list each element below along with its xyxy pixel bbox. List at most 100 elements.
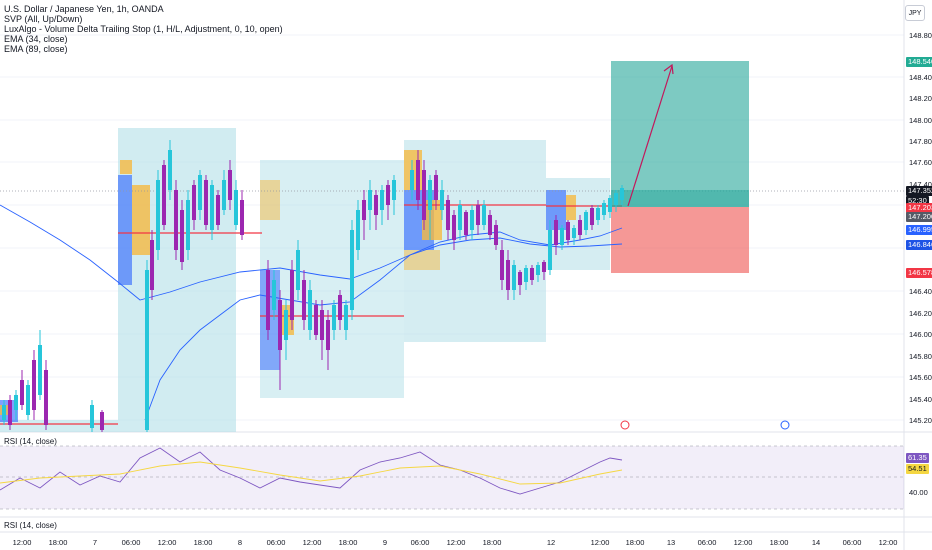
price-axis-label: 147.800 — [909, 137, 932, 146]
rsi-legend[interactable]: RSI (14, close) — [4, 437, 57, 446]
candle-body — [374, 195, 378, 215]
target-arrow — [627, 65, 673, 207]
candle-body — [308, 290, 312, 330]
price-axis-label: 147.400 — [909, 180, 932, 189]
candle-body — [620, 188, 624, 200]
currency-button[interactable]: JPY — [905, 5, 925, 21]
price-tag: 146.846 — [906, 240, 932, 250]
candle-body — [150, 240, 154, 290]
price-tag: 147.352 — [906, 186, 932, 196]
candle-body — [536, 265, 540, 275]
candle-body — [446, 200, 450, 230]
candle-body — [452, 215, 456, 240]
candle-body — [228, 170, 232, 200]
time-axis-label: 9 — [382, 538, 388, 547]
indicator-ema89[interactable]: EMA (89, close) — [4, 44, 68, 54]
candle-body — [168, 150, 172, 190]
time-axis-label: 06:00 — [697, 538, 717, 547]
candle-body — [458, 205, 462, 230]
candle-body — [302, 280, 306, 320]
time-axis-label: 7 — [92, 538, 98, 547]
price-axis-label: 147.600 — [909, 158, 932, 167]
price-tag: 147.200 — [906, 212, 932, 222]
candle-body — [392, 180, 396, 200]
candle-body — [542, 262, 546, 272]
candle-body — [608, 198, 612, 212]
rsi-ma-value-tag: 54.51 — [906, 464, 929, 474]
indicator-svp[interactable]: SVP (All, Up/Down) — [4, 14, 83, 24]
candle-body — [578, 220, 582, 235]
candle-body — [38, 345, 42, 395]
rsi-legend-2[interactable]: RSI (14, close) — [4, 521, 57, 530]
indicator-ema34[interactable]: EMA (34, close) — [4, 34, 68, 44]
time-axis-label: 12 — [546, 538, 556, 547]
candle-body — [338, 295, 342, 320]
candle-body — [145, 270, 149, 430]
candle-body — [234, 190, 238, 225]
price-axis-label: 146.200 — [909, 309, 932, 318]
time-axis-label: 12:00 — [733, 538, 753, 547]
symbol-title[interactable]: U.S. Dollar / Japanese Yen, 1h, OANDA — [4, 4, 164, 14]
candle-body — [590, 208, 594, 225]
candle-body — [512, 265, 516, 290]
candle-body — [100, 412, 104, 430]
time-axis-label: 12:00 — [302, 538, 322, 547]
time-axis-label: 12:00 — [157, 538, 177, 547]
candle-body — [156, 180, 160, 250]
candle-body — [500, 250, 504, 280]
price-axis-label: 148.200 — [909, 94, 932, 103]
price-tag: 146.995 — [906, 225, 932, 235]
event-icon-1 — [620, 420, 630, 430]
time-axis-label: 8 — [237, 538, 243, 547]
price-axis-label: 145.200 — [909, 416, 932, 425]
candle-body — [90, 405, 94, 428]
profit-zone — [611, 61, 749, 207]
candle-body — [204, 180, 208, 225]
svp-area-1 — [118, 128, 236, 432]
candle-body — [26, 385, 30, 415]
candle-body — [350, 230, 354, 310]
candle-body — [572, 228, 576, 238]
candle-body — [186, 200, 190, 250]
rsi-line — [0, 447, 623, 495]
candle-body — [554, 220, 558, 245]
candles — [2, 140, 624, 432]
candle-body — [266, 270, 270, 330]
time-axis-label: 18:00 — [338, 538, 358, 547]
price-tag: 146.578 — [906, 268, 932, 278]
chart-legend: U.S. Dollar / Japanese Yen, 1h, OANDA SV… — [4, 4, 283, 54]
candle-body — [344, 305, 348, 330]
price-tag: 148.540 — [906, 57, 932, 67]
time-axis-label: 06:00 — [410, 538, 430, 547]
ema-34-line — [144, 227, 623, 421]
candle-body — [584, 212, 588, 230]
time-axis-label: 18:00 — [193, 538, 213, 547]
time-axis-label: 06:00 — [842, 538, 862, 547]
rsi-value-tag: 61.35 — [906, 453, 929, 463]
time-axis-label: 12:00 — [12, 538, 32, 547]
indicator-luxalgo[interactable]: LuxAlgo - Volume Delta Trailing Stop (1,… — [4, 24, 283, 34]
event-icon-2 — [780, 420, 790, 430]
price-axis-label: 145.800 — [909, 352, 932, 361]
time-axis-label: 06:00 — [266, 538, 286, 547]
candle-body — [356, 210, 360, 250]
time-axis-label: 14 — [811, 538, 821, 547]
candle-body — [362, 200, 366, 220]
candle-body — [162, 165, 166, 225]
time-axis-label: 12:00 — [590, 538, 610, 547]
candle-body — [410, 170, 414, 190]
candle-body — [596, 208, 600, 220]
candle-body — [428, 180, 432, 210]
candle-body — [518, 272, 522, 285]
candle-body — [482, 205, 486, 225]
price-axis-label: 148.400 — [909, 73, 932, 82]
candle-body — [566, 222, 570, 240]
price-tag: 147.203 — [906, 203, 932, 213]
rsi-band — [0, 446, 904, 509]
candle-body — [530, 268, 534, 280]
rsi-level-label: 40.00 — [909, 488, 928, 497]
time-axis-label: 13 — [666, 538, 676, 547]
candle-body — [386, 185, 390, 205]
candle-body — [198, 175, 202, 210]
